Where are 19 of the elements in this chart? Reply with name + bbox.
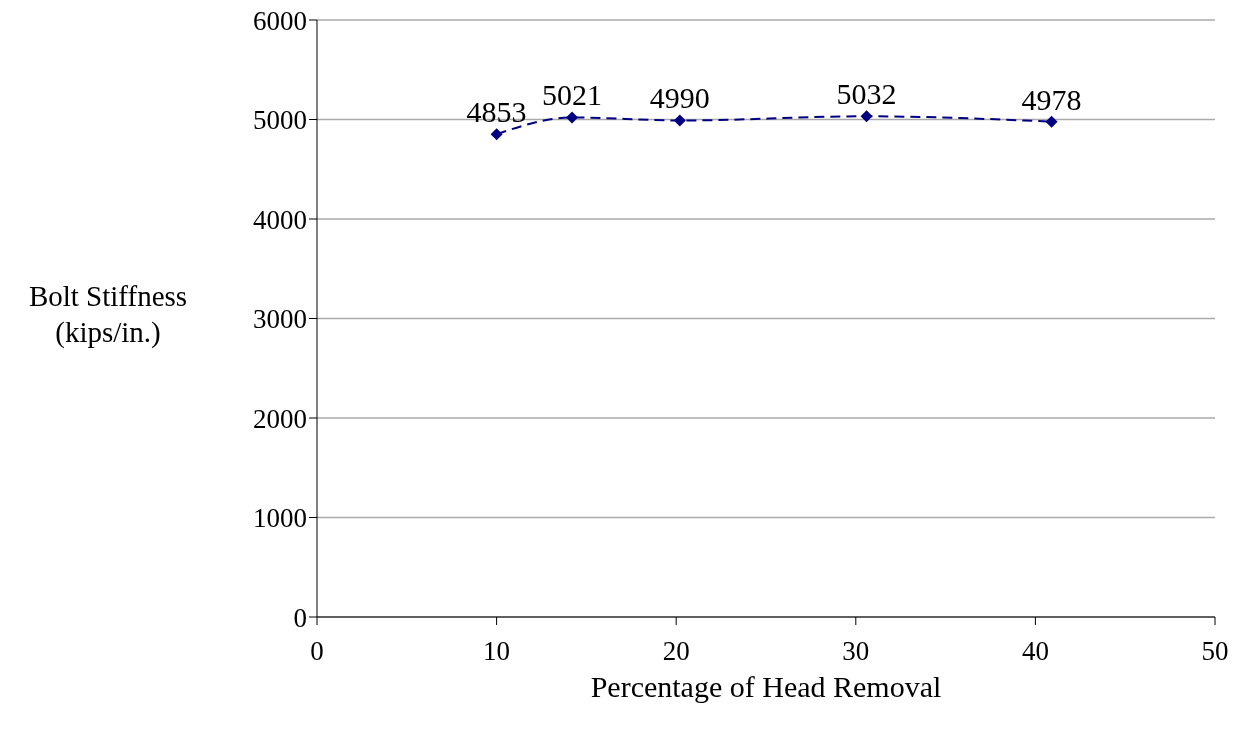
y-tick-label: 6000: [253, 5, 307, 36]
data-label: 4978: [1021, 82, 1082, 116]
data-label: 5021: [542, 78, 603, 112]
y-tick-label: 1000: [253, 503, 307, 534]
y-tick-label: 2000: [253, 403, 307, 434]
x-tick-label: 30: [842, 636, 870, 667]
x-tick-label: 10: [483, 636, 511, 667]
y-tick-label: 0: [293, 602, 307, 633]
y-tick-label: 5000: [253, 105, 307, 136]
x-axis-title: Percentage of Head Removal: [590, 670, 942, 703]
x-tick-label: 50: [1201, 636, 1229, 667]
y-tick-label: 4000: [253, 204, 307, 235]
x-tick-label: 20: [662, 636, 690, 667]
data-label: 4990: [649, 81, 710, 115]
x-tick-label: 40: [1021, 636, 1049, 667]
data-label: 5032: [836, 77, 897, 111]
data-label: 4853: [466, 95, 527, 129]
y-axis-title: Bolt Stiffness (kips/in.): [27, 279, 189, 350]
y-tick-label: 3000: [253, 304, 307, 335]
